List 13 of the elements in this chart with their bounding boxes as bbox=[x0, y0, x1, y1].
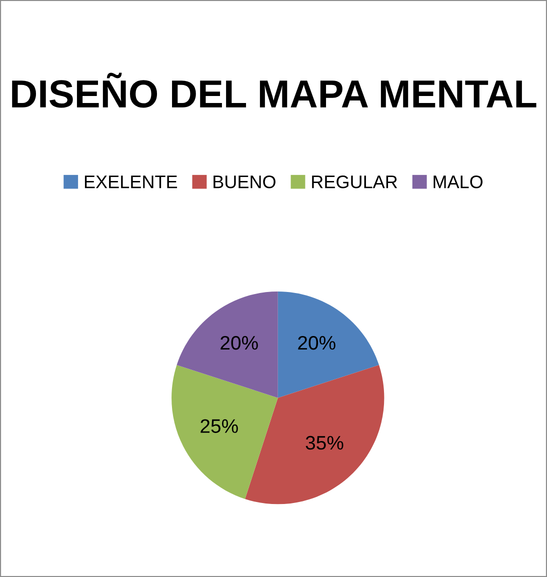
data-label: 25% bbox=[200, 419, 238, 433]
pie-slice bbox=[172, 364, 278, 499]
legend-label: EXELENTE bbox=[84, 176, 178, 188]
pie-slice bbox=[176, 292, 278, 398]
data-label: 35% bbox=[306, 436, 344, 450]
legend-label: BUENO bbox=[214, 176, 276, 188]
legend-label: REGULAR bbox=[312, 176, 398, 188]
legend-label: MALO bbox=[434, 176, 483, 188]
pie-slice bbox=[278, 292, 380, 398]
data-label: 20% bbox=[220, 336, 258, 350]
data-label: 20% bbox=[298, 336, 336, 350]
pie-slice bbox=[245, 364, 384, 504]
chart-title: DISEÑO DEL MAPA MENTAL bbox=[12, 72, 536, 108]
